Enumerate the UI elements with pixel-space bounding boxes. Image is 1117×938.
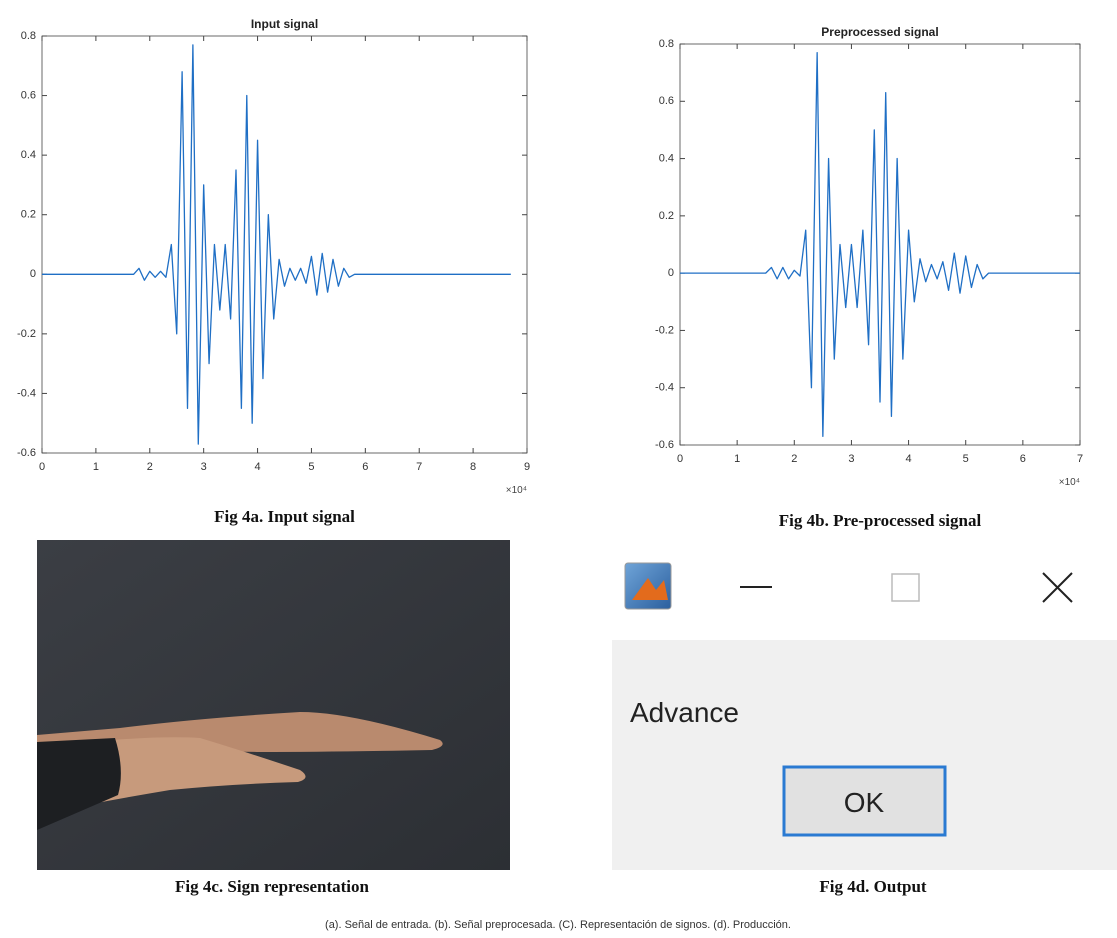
y-tick-label: 0.8 — [659, 38, 674, 50]
y-tick-label: 0.4 — [21, 149, 36, 161]
x-tick-label: 5 — [963, 453, 969, 465]
chart-title: Input signal — [251, 17, 318, 31]
x-tick-label: 2 — [147, 461, 153, 473]
x-tick-label: 2 — [791, 453, 797, 465]
x-tick-label: 3 — [201, 461, 207, 473]
dialog: Advance OK — [612, 540, 1117, 870]
x-tick-label: 0 — [677, 453, 683, 465]
x-tick-label: 9 — [524, 461, 530, 473]
x-tick-label: 1 — [93, 461, 99, 473]
x-multiplier: ×10⁴ — [1059, 477, 1080, 488]
x-tick-label: 4 — [906, 453, 912, 465]
y-tick-label: 0.8 — [21, 30, 36, 42]
x-tick-label: 7 — [1077, 453, 1083, 465]
photo — [37, 540, 510, 870]
x-tick-label: 6 — [1020, 453, 1026, 465]
y-tick-label: 0 — [30, 268, 36, 280]
x-multiplier: ×10⁴ — [506, 485, 527, 496]
x-tick-label: 1 — [734, 453, 740, 465]
y-tick-label: 0.6 — [659, 95, 674, 107]
plot-area — [42, 36, 527, 453]
page: Fig 4c. Sign representation Advance OK F… — [0, 0, 1117, 938]
y-tick-label: -0.2 — [17, 328, 36, 340]
caption: Fig 4b. Pre-processed signal — [779, 511, 982, 530]
y-tick-label: 0 — [668, 267, 674, 279]
figure: Fig 4c. Sign representation Advance OK F… — [0, 0, 1117, 938]
y-tick-label: 0.6 — [21, 89, 36, 101]
x-tick-label: 4 — [254, 461, 260, 473]
x-tick-label: 8 — [470, 461, 476, 473]
y-tick-label: 0.2 — [659, 210, 674, 222]
x-tick-label: 0 — [39, 461, 45, 473]
y-tick-label: -0.4 — [655, 382, 674, 394]
y-tick-label: -0.6 — [655, 439, 674, 451]
y-tick-label: -0.6 — [17, 447, 36, 459]
footer-caption: (a). Señal de entrada. (b). Señal prepro… — [325, 919, 791, 931]
y-tick-label: 0.4 — [659, 152, 674, 164]
caption: Fig 4d. Output — [819, 877, 927, 896]
ok-button-label[interactable]: OK — [844, 787, 885, 818]
y-tick-label: -0.4 — [17, 387, 36, 399]
photo-background — [37, 540, 510, 870]
x-tick-label: 7 — [416, 461, 422, 473]
x-tick-label: 3 — [848, 453, 854, 465]
caption: Fig 4a. Input signal — [214, 507, 355, 526]
dialog-message: Advance — [630, 697, 739, 728]
x-tick-label: 6 — [362, 461, 368, 473]
chart-title: Preprocessed signal — [821, 25, 938, 39]
y-tick-label: -0.2 — [655, 324, 674, 336]
caption: Fig 4c. Sign representation — [175, 877, 369, 896]
y-tick-label: 0.2 — [21, 209, 36, 221]
title-bar — [612, 540, 1117, 640]
x-tick-label: 5 — [308, 461, 314, 473]
